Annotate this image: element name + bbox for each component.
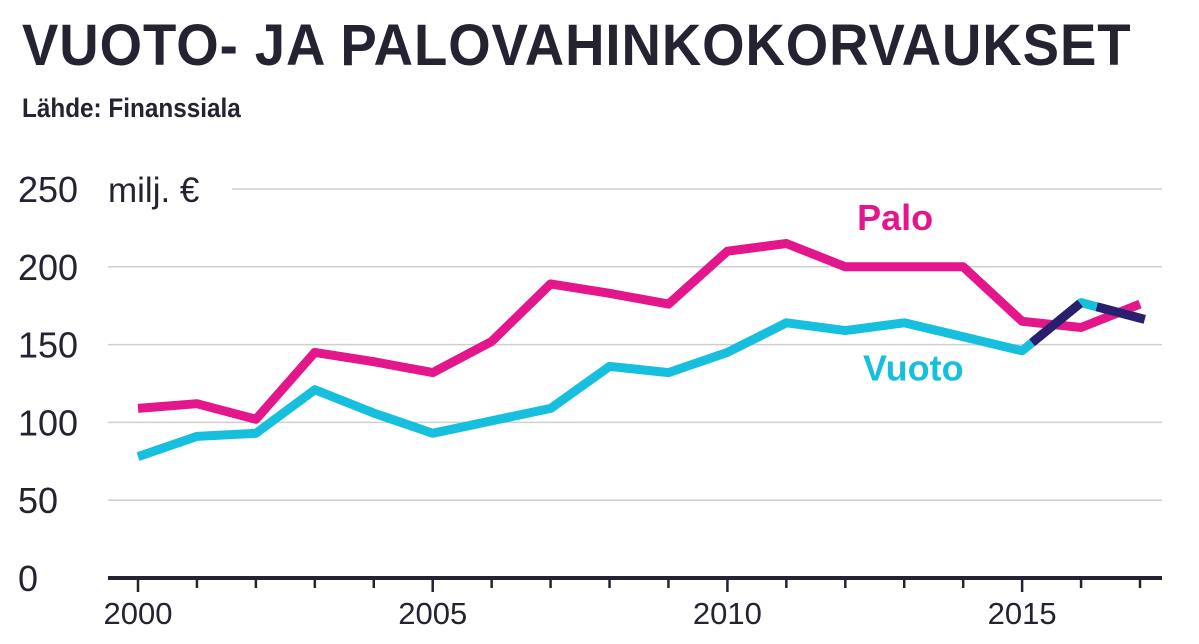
series-overlap-mark — [1095, 302, 1146, 324]
y-tick-label: 150 — [18, 325, 78, 366]
y-axis-unit-label: milj. € — [108, 171, 199, 210]
series-label-palo: Palo — [857, 197, 933, 238]
series-line-palo — [137, 239, 1142, 424]
x-tick-label: 2015 — [988, 596, 1057, 631]
y-tick-label: 250 — [18, 169, 78, 210]
x-axis: 2000 2005 2010 2015 — [104, 576, 1162, 631]
series-label-vuoto: Vuoto — [863, 347, 964, 388]
x-tick-label: 2010 — [693, 596, 762, 631]
y-tick-label: 50 — [18, 480, 58, 521]
chart-title: VUOTO- JA PALOVAHINKOKORVAUKSET — [22, 13, 1132, 78]
x-tick-label: 2000 — [104, 596, 173, 631]
x-tick-label: 2005 — [398, 596, 467, 631]
y-axis-ticks: 0 50 100 150 200 250 — [18, 169, 78, 599]
data-series — [136, 239, 1146, 461]
series-labels: Palo Vuoto — [857, 197, 964, 388]
y-tick-label: 200 — [18, 247, 78, 288]
series-line-vuoto — [136, 298, 1142, 461]
y-tick-label: 100 — [18, 402, 78, 443]
y-tick-label: 0 — [18, 558, 38, 599]
chart-source: Lähde: Finanssiala — [22, 93, 241, 123]
series-overlap-mark — [1029, 299, 1083, 347]
